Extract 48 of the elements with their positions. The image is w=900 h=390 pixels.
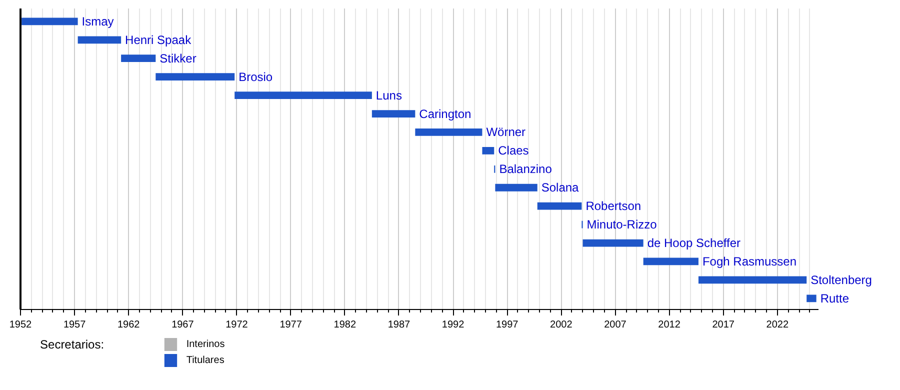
bar [537,202,582,210]
legend-title: Secretarios: [40,338,104,352]
bar [806,294,816,302]
y-tick-label: Ismay [82,14,114,28]
y-tick-label: Brosio [238,70,273,84]
y-tick-label: de Hoop Scheffer [647,236,741,250]
y-tick-label: Minuto-Rizzo [586,218,658,232]
bar [698,276,807,284]
y-tick-label: Stikker [160,51,196,66]
bar [372,110,416,118]
y-tick-label: Henri Spaak [125,32,192,47]
x-tick-label: 1982 [334,320,356,330]
y-tick-label: Robertson [586,199,642,214]
x-tick-label: 1992 [442,320,465,330]
bar [495,184,538,192]
y-tick-label: Claes [498,144,529,158]
y-tick-label: Balanzino [499,162,552,176]
y-tick-label: Stoltenberg [810,272,872,287]
x-tick-label: 1962 [118,320,140,330]
x-tick-label: 2017 [712,320,735,330]
x-tick-label: 1977 [280,320,302,330]
legend-label: Interinos [186,339,225,350]
x-tick-label: 1957 [63,320,86,330]
legend-label: Titulares [186,355,224,366]
x-tick-label: 1987 [388,320,411,330]
x-tick-label: 1952 [9,320,32,330]
bar [78,36,122,44]
x-tick-label: 2002 [550,320,573,330]
bar [156,73,235,81]
x-tick-label: 1972 [226,320,248,330]
x-tick-label: 1997 [496,320,519,330]
bar [643,258,698,266]
x-tick-label: 2022 [766,320,789,330]
bar [482,146,494,154]
y-tick-label: Luns [376,88,402,102]
bar [121,54,156,62]
bar [415,128,482,136]
y-tick-label: Fogh Rasmussen [702,254,797,268]
bar [234,92,372,99]
y-tick-label: Rutte [820,291,850,306]
y-tick-label: Carington [419,106,472,121]
bar [22,18,78,26]
y-tick-label: Solana [541,180,580,195]
x-tick-label: 2007 [604,320,627,330]
y-tick-label: Wörner [486,125,526,140]
x-tick-label: 1967 [172,320,194,330]
x-tick-label: 2012 [658,320,681,330]
bar [582,239,644,247]
